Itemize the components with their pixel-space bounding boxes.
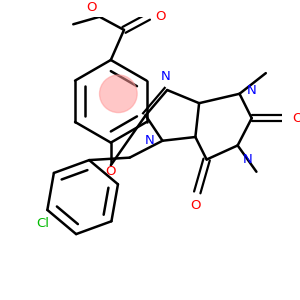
Text: O: O [86, 1, 97, 14]
Text: Cl: Cl [36, 218, 49, 230]
Text: N: N [160, 70, 170, 83]
Text: N: N [145, 134, 155, 147]
Circle shape [100, 75, 137, 112]
Text: N: N [247, 83, 257, 97]
Text: O: O [106, 165, 116, 178]
Text: O: O [155, 10, 166, 23]
Text: O: O [292, 112, 300, 125]
Text: N: N [242, 153, 252, 166]
Text: O: O [190, 199, 201, 212]
